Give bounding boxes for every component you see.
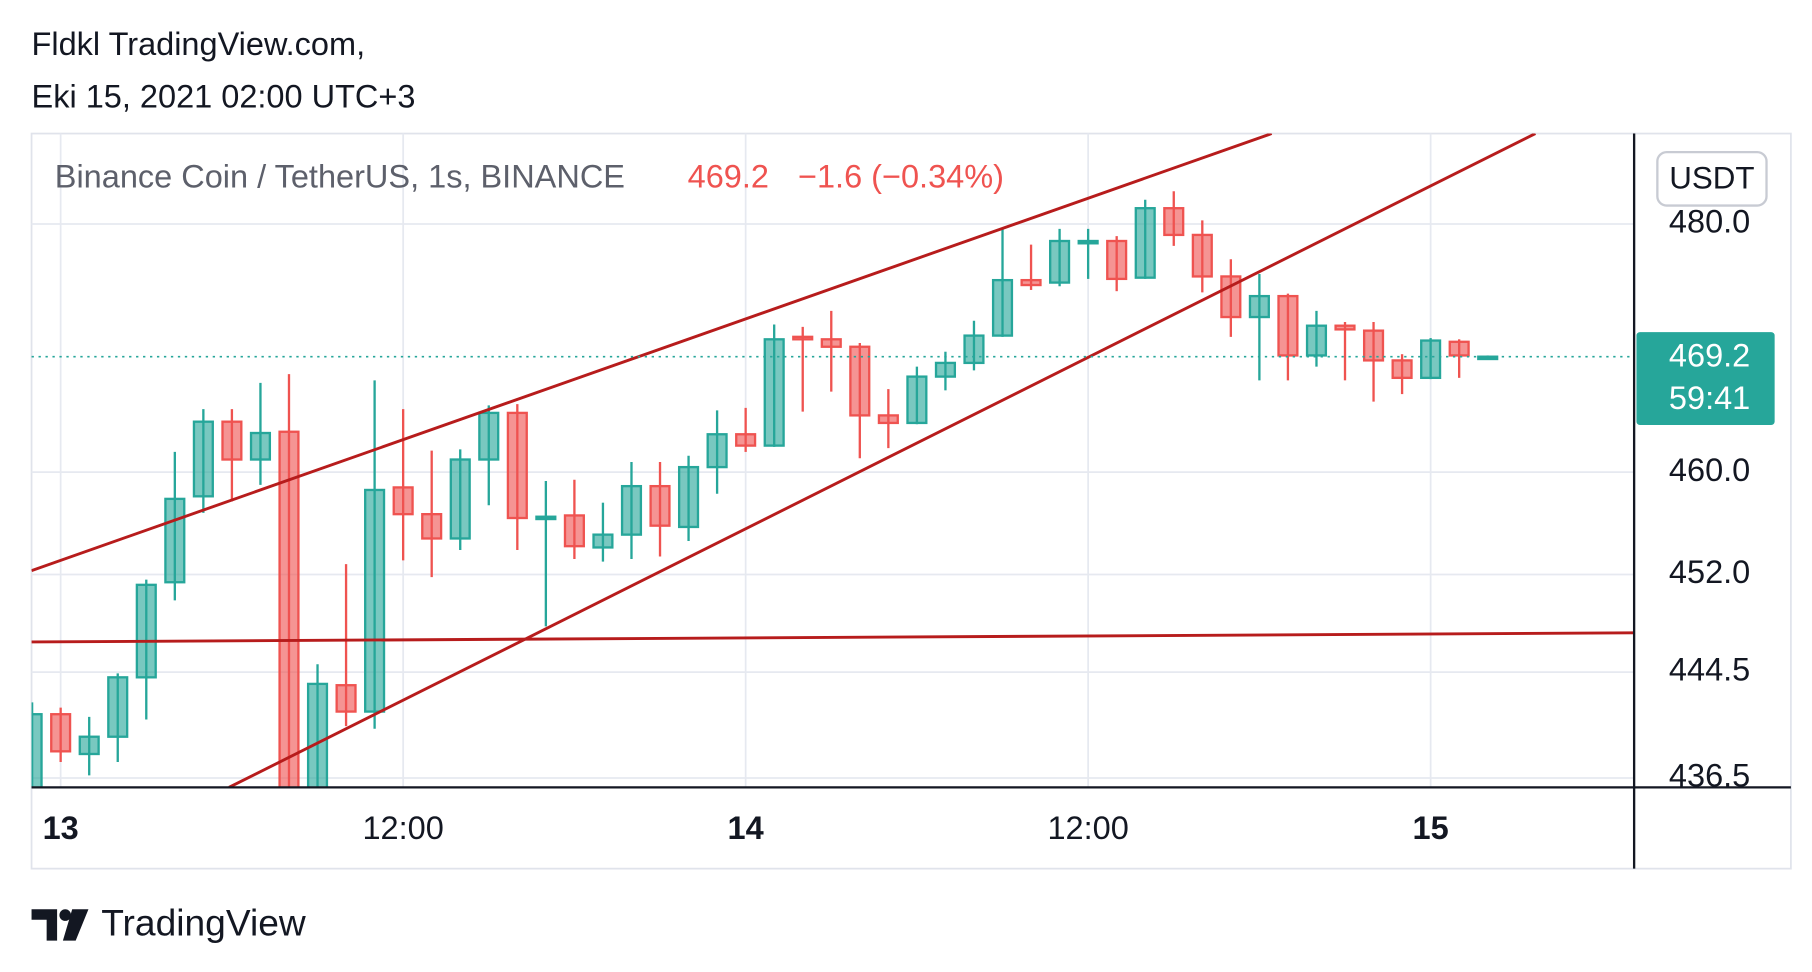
- candle-body: [1220, 275, 1242, 319]
- candle-body: [1106, 239, 1128, 281]
- candle-body: [1277, 294, 1299, 357]
- candle-body: [535, 515, 557, 521]
- candle-body: [563, 514, 585, 548]
- trendline: [31, 133, 1273, 572]
- trendline: [228, 133, 1537, 788]
- candle-body: [1134, 207, 1156, 279]
- candle-body: [335, 684, 357, 713]
- candle-body: [592, 533, 614, 549]
- candle-body: [278, 430, 300, 788]
- candle-body: [649, 484, 671, 527]
- candle-body: [107, 676, 129, 738]
- candle-body: [934, 361, 957, 378]
- candle-body: [164, 497, 186, 584]
- header-change: −1.6 (−0.34%): [798, 158, 1004, 194]
- logo: [31, 909, 89, 941]
- candle-body: [1049, 239, 1071, 284]
- plot: [31, 133, 1635, 788]
- candle-body: [1391, 359, 1413, 380]
- candle-body: [392, 486, 414, 516]
- x-tick-label: 15: [1413, 810, 1449, 846]
- price-tag-value: 469.2: [1669, 337, 1750, 373]
- candle-body: [735, 433, 757, 447]
- candle-body: [706, 433, 728, 469]
- x-tick-label: 13: [43, 810, 79, 846]
- candle-body: [449, 458, 471, 540]
- candle-body: [877, 414, 899, 425]
- candle-body: [1362, 329, 1385, 362]
- header-price: 469.2: [688, 158, 769, 194]
- candle-body: [135, 583, 157, 679]
- y-tick-label: 452.0: [1669, 554, 1750, 590]
- candle-body: [849, 345, 871, 417]
- candle-body: [620, 484, 643, 536]
- candle-body: [506, 411, 528, 520]
- candle-body: [820, 338, 842, 348]
- candle-body: [1248, 294, 1270, 319]
- chart-frame: [30, 132, 1792, 870]
- candle-body: [306, 682, 329, 788]
- candle-body: [677, 465, 700, 529]
- candle-body: [1163, 207, 1185, 237]
- candle-body: [78, 735, 100, 756]
- candle-body: [1020, 278, 1042, 287]
- countdown: 59:41: [1669, 380, 1750, 416]
- grid: [31, 133, 1635, 788]
- candle-body: [963, 334, 985, 365]
- x-tick-label: 12:00: [362, 810, 443, 846]
- candle-body: [991, 278, 1014, 337]
- x-tick-label: 12:00: [1047, 810, 1128, 846]
- candle-body: [1191, 233, 1213, 278]
- time-axis: 13 12:00 14 12:00 15: [43, 810, 1449, 846]
- candle-body: [221, 420, 243, 461]
- candle-body: [192, 420, 214, 498]
- candle-body: [763, 338, 785, 447]
- y-tick-label: 444.5: [1669, 652, 1750, 688]
- trendline: [31, 631, 1635, 644]
- price-tag: [1636, 332, 1775, 426]
- date: Eki 15, 2021 02:00 UTC+3: [32, 78, 416, 114]
- candle-body: [50, 713, 72, 753]
- brand: TradingView: [101, 901, 306, 943]
- y-tick-label: 436.5: [1669, 758, 1750, 794]
- currency: USDT: [1669, 160, 1754, 195]
- candle-body: [31, 713, 43, 788]
- symbol: Binance Coin / TetherUS, 1s, BINANCE: [55, 158, 625, 194]
- candle-body: [1334, 324, 1356, 331]
- currency-button[interactable]: [1656, 150, 1768, 207]
- candle-body: [1077, 239, 1099, 245]
- y-tick-label: 460.0: [1669, 452, 1750, 488]
- candle-body: [421, 513, 443, 540]
- x-tick-label: 14: [728, 810, 764, 846]
- candle-body: [792, 335, 814, 341]
- candle-body: [364, 488, 386, 713]
- candle-body: [1305, 324, 1328, 357]
- price-axis: 480.0 460.0 452.0 444.5 436.5: [1669, 204, 1750, 794]
- y-tick-label: 480.0: [1669, 204, 1750, 240]
- author: Fldkl TradingView.com,: [32, 26, 366, 62]
- candle-body: [1420, 339, 1442, 380]
- candle-body: [1448, 340, 1470, 357]
- candle-body: [249, 431, 272, 461]
- candle-body: [906, 375, 928, 425]
- candle-body: [1477, 355, 1499, 361]
- candle-body: [478, 411, 500, 461]
